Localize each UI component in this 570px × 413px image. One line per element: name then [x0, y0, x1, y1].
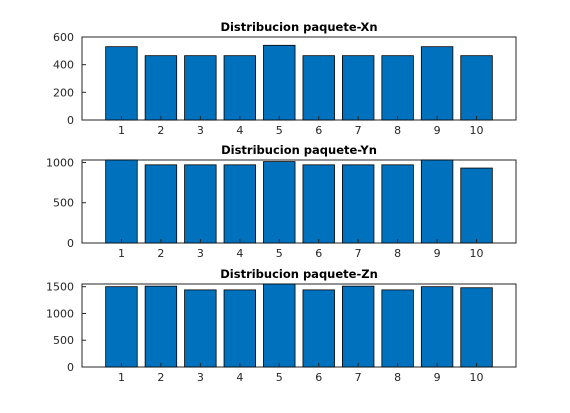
bar	[341, 164, 375, 244]
y-tick-label: 1000	[46, 156, 74, 169]
x-tick-label: 9	[434, 371, 441, 384]
bar	[184, 55, 217, 121]
chart-title: Distribucion paquete-Zn	[220, 267, 378, 281]
bar	[420, 46, 454, 121]
x-tick-label: 8	[394, 124, 401, 137]
bar	[302, 164, 335, 244]
bar	[460, 167, 493, 244]
y-tick-label: 600	[53, 31, 74, 44]
y-tick-label: 0	[67, 237, 74, 250]
x-tick-label: 4	[236, 247, 243, 260]
bar	[105, 286, 138, 368]
x-tick-label: 6	[315, 124, 322, 137]
bar	[144, 164, 178, 244]
bar	[341, 285, 375, 368]
x-tick-label: 10	[470, 247, 484, 260]
bar	[460, 287, 493, 368]
bar	[381, 289, 414, 368]
x-tick-label: 1	[118, 247, 125, 260]
y-tick-label: 200	[53, 86, 74, 99]
y-tick-label: 500	[53, 334, 74, 347]
x-tick-label: 6	[315, 247, 322, 260]
bar	[144, 55, 178, 121]
x-tick-label: 7	[355, 247, 362, 260]
bar	[381, 164, 414, 244]
chart-title: Distribucion paquete-Yn	[221, 143, 377, 157]
x-tick-label: 1	[118, 124, 125, 137]
x-tick-label: 9	[434, 124, 441, 137]
x-tick-label: 10	[470, 124, 484, 137]
bar	[263, 283, 296, 368]
bar	[184, 289, 217, 368]
x-tick-label: 2	[157, 371, 164, 384]
x-tick-label: 5	[276, 124, 283, 137]
bar	[184, 164, 217, 244]
bar	[223, 164, 256, 244]
x-tick-label: 5	[276, 247, 283, 260]
x-tick-label: 7	[355, 371, 362, 384]
x-tick-label: 3	[197, 371, 204, 384]
x-tick-label: 2	[157, 247, 164, 260]
y-tick-label: 500	[53, 197, 74, 210]
x-tick-label: 1	[118, 371, 125, 384]
chart-panel-1: 1 2 3 4 5 6 7 8 9 10 0 200 400 600 Distribucion paquet…	[53, 20, 517, 137]
y-tick-label: 1000	[46, 307, 74, 320]
x-tick-label: 2	[157, 124, 164, 137]
bar	[302, 55, 335, 121]
bar	[144, 285, 178, 368]
bar	[381, 55, 414, 121]
x-tick-label: 4	[236, 371, 243, 384]
bar	[460, 55, 493, 121]
chart-title: Distribucion paquete-Xn	[220, 20, 377, 34]
bar	[105, 46, 138, 121]
chart-panel-3: 1 2 3 4 5 6 7 8 9 10 0 500 1000 1500 Distribucion paqu…	[46, 267, 517, 384]
bar	[302, 289, 335, 368]
x-tick-label: 4	[236, 124, 243, 137]
x-tick-label: 9	[434, 247, 441, 260]
bar	[420, 159, 454, 244]
y-tick-label: 0	[67, 114, 74, 127]
y-tick-label: 1500	[46, 281, 74, 294]
bar	[223, 289, 256, 368]
bar	[223, 55, 256, 121]
bar	[341, 55, 375, 121]
x-tick-label: 6	[315, 371, 322, 384]
y-tick-label: 0	[67, 361, 74, 374]
bar	[263, 44, 296, 121]
x-tick-label: 3	[197, 124, 204, 137]
bar	[263, 161, 296, 244]
bar	[420, 286, 454, 368]
x-tick-label: 3	[197, 247, 204, 260]
y-tick-label: 400	[53, 59, 74, 72]
x-tick-label: 10	[470, 371, 484, 384]
bar	[105, 159, 138, 244]
x-tick-label: 8	[394, 247, 401, 260]
x-tick-label: 5	[276, 371, 283, 384]
chart-panel-2: 1 2 3 4 5 6 7 8 9 10 0 500 1000 Distribucion paquete-…	[46, 143, 517, 260]
x-tick-label: 8	[394, 371, 401, 384]
x-tick-label: 7	[355, 124, 362, 137]
